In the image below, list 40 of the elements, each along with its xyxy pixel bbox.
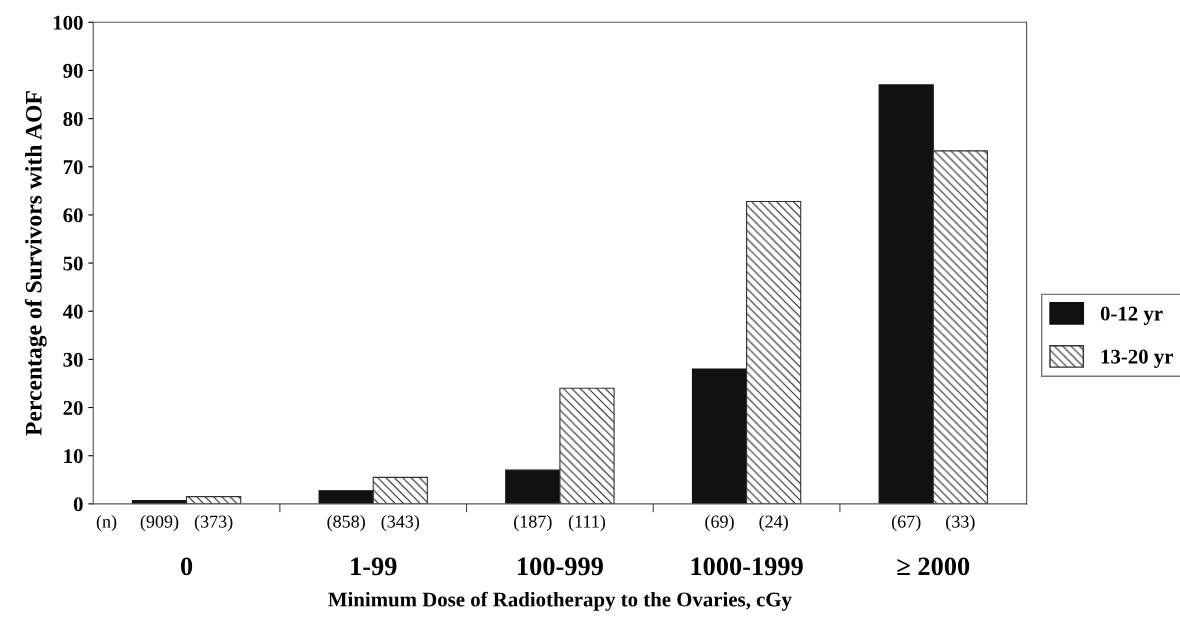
text: (n) (96, 514, 117, 532)
bar (746, 200, 802, 504)
text: (909) (140, 514, 179, 532)
x-tick-label: 100-999 (518, 557, 603, 576)
x-tick-label: 1000-1999 (691, 557, 803, 576)
legend-label: 0-12 yr (1100, 306, 1163, 325)
bar (932, 150, 988, 504)
y-axis-title: Percentage of Survivors with AOF (24, 91, 47, 436)
y-tick-label: 40 (62, 304, 83, 319)
bar (372, 476, 428, 504)
bar (878, 84, 934, 504)
text: (858) (327, 514, 365, 532)
y-tick-label: 0 (73, 497, 83, 512)
y-tick-label: 10 (64, 449, 83, 464)
legend-label: 13-20 yr (1101, 349, 1174, 368)
text: (187) (514, 514, 552, 532)
y-tick-label: 30 (63, 352, 83, 367)
x-tick-label: 1-99 (351, 557, 397, 576)
x-tick-label: ≥ 2000 (897, 557, 970, 576)
y-tick-label: 70 (63, 160, 83, 175)
text: (33) (946, 514, 975, 532)
bar (318, 490, 374, 504)
y-tick-label: 50 (63, 256, 83, 271)
text: (67) (891, 514, 921, 532)
y-tick-label: 20 (63, 400, 83, 415)
text: (24) (759, 514, 788, 532)
x-axis-title: Minimum Dose of Radiotherapy to the Ovaries, cGy (328, 591, 792, 611)
bar (505, 469, 561, 504)
y-tick-label: 100 (53, 15, 83, 30)
text: (69) (705, 514, 734, 532)
bar (691, 368, 748, 504)
text: (373) (194, 514, 233, 532)
y-tick-label: 60 (63, 208, 83, 223)
bar (186, 496, 242, 504)
x-tick-label: 0 (180, 557, 193, 576)
y-tick-label: 90 (63, 63, 83, 78)
text: (343) (381, 514, 420, 532)
y-tick-label: 80 (63, 111, 83, 127)
bar (559, 387, 615, 504)
text: (111) (568, 514, 606, 532)
